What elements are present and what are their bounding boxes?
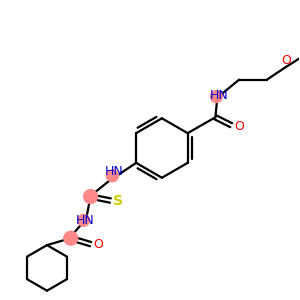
Text: HN: HN — [105, 165, 124, 178]
Text: HN: HN — [210, 89, 229, 102]
Text: HN: HN — [75, 214, 94, 227]
Circle shape — [78, 214, 90, 226]
Circle shape — [210, 91, 222, 102]
Text: S: S — [113, 194, 123, 208]
Circle shape — [64, 231, 78, 245]
Text: O: O — [281, 54, 291, 67]
Circle shape — [84, 190, 98, 203]
Circle shape — [106, 170, 118, 182]
Text: O: O — [94, 238, 103, 250]
Text: O: O — [234, 120, 244, 133]
